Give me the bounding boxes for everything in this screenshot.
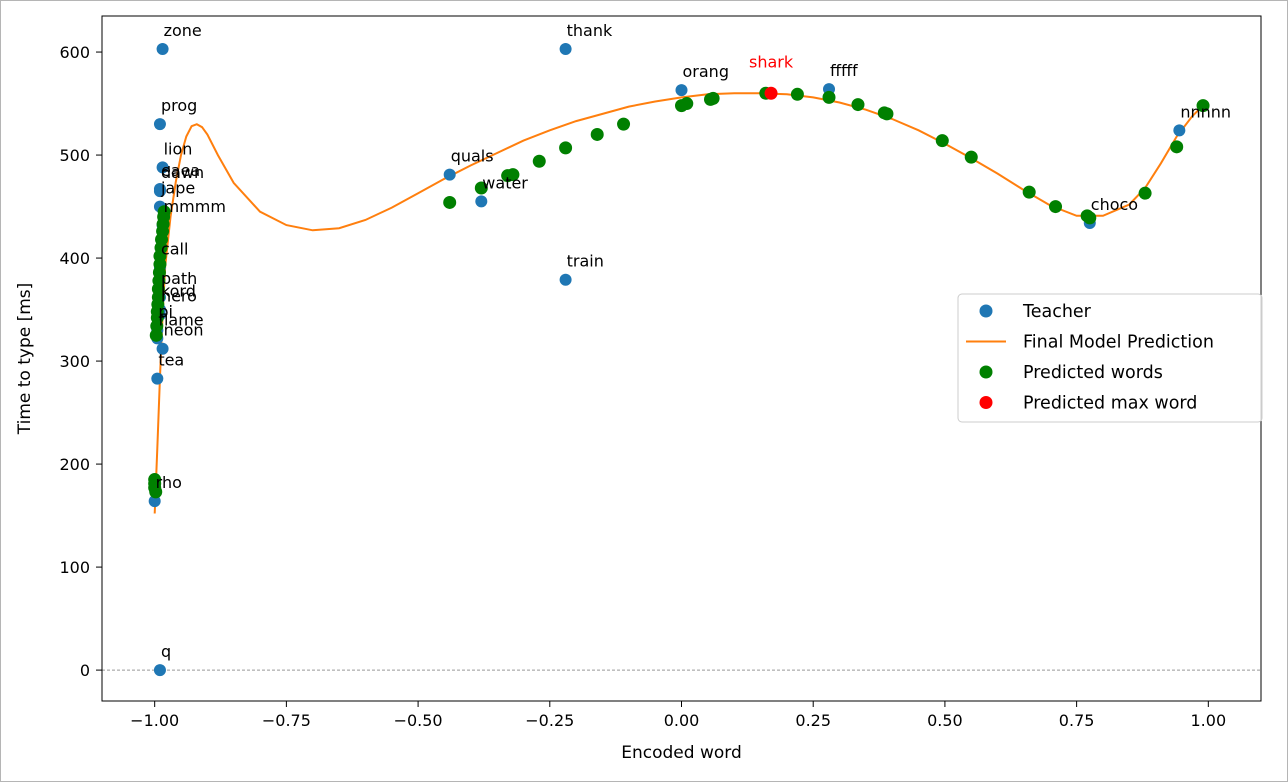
teacher-word-label: pi	[158, 302, 173, 321]
teacher-word-label: hero	[161, 287, 197, 306]
teacher-word-label: choco	[1091, 195, 1138, 214]
predicted-word-point	[617, 117, 631, 131]
predicted-max-label: shark	[749, 52, 794, 71]
teacher-word-label: zone	[164, 21, 202, 40]
teacher-point	[1173, 124, 1186, 137]
predicted-word-point	[880, 107, 894, 121]
predicted-word-point	[149, 328, 163, 342]
legend-max-marker-icon	[979, 396, 993, 409]
teacher-point	[151, 372, 164, 385]
x-tick-label: −0.75	[262, 711, 311, 730]
teacher-word-label: water	[482, 173, 528, 192]
teacher-word-label: rho	[156, 473, 182, 492]
teacher-word-label: eaea	[161, 161, 200, 180]
teacher-point	[156, 161, 169, 174]
teacher-point	[148, 495, 161, 508]
teacher-word-label: prog	[161, 96, 197, 115]
predicted-max-point	[764, 86, 778, 100]
x-tick-label: −1.00	[130, 711, 179, 730]
predicted-word-point	[1083, 211, 1097, 225]
x-tick-label: 1.00	[1191, 711, 1227, 730]
y-tick-label: 500	[59, 146, 90, 165]
teacher-point	[559, 42, 572, 55]
predicted-word-point	[1196, 99, 1210, 113]
predicted-word-point	[443, 195, 457, 209]
teacher-word-label: quals	[451, 147, 494, 166]
teacher-word-label: orang	[683, 62, 729, 81]
predicted-word-point	[559, 141, 573, 155]
legend-entry-label: Final Model Prediction	[1023, 333, 1214, 353]
teacher-word-label: path	[161, 269, 197, 288]
teacher-word-label: thank	[567, 21, 613, 40]
y-tick-label: 400	[59, 249, 90, 268]
teacher-point	[153, 118, 166, 131]
y-axis-label: Time to type [ms]	[15, 283, 35, 436]
predicted-word-point	[474, 181, 488, 195]
legend-teacher-marker-icon	[979, 304, 993, 318]
teacher-word-label: nnnnn	[1180, 102, 1231, 121]
predicted-word-point	[935, 134, 949, 148]
teacher-word-label: fffff	[830, 61, 858, 80]
y-tick-label: 300	[59, 352, 90, 371]
x-axis-label: Encoded word	[621, 743, 742, 763]
predicted-word-point	[822, 90, 836, 104]
predicted-word-point	[157, 205, 171, 219]
predicted-word-point	[1170, 140, 1184, 154]
predicted-word-point	[964, 150, 978, 164]
predicted-word-point	[1049, 200, 1063, 214]
x-tick-label: −0.50	[394, 711, 443, 730]
legend-entry-label: Teacher	[1022, 302, 1092, 322]
teacher-word-label: lion	[164, 139, 193, 158]
legend-entry-label: Predicted max word	[1023, 394, 1197, 414]
x-tick-label: 0.50	[927, 711, 963, 730]
predicted-word-point	[790, 87, 804, 101]
teacher-word-label: flame	[158, 310, 203, 329]
predicted-word-point	[590, 127, 604, 141]
teacher-word-label: call	[161, 239, 189, 258]
teacher-word-label: kord	[161, 282, 196, 301]
teacher-point	[156, 42, 169, 55]
y-tick-label: 200	[59, 455, 90, 474]
legend-entry-label: Predicted words	[1023, 363, 1163, 383]
y-tick-label: 100	[59, 558, 90, 577]
predicted-word-point	[1022, 185, 1036, 199]
teacher-word-label: neon	[164, 321, 204, 340]
teacher-point	[443, 168, 456, 181]
predicted-word-point	[680, 97, 694, 111]
predicted-word-point	[1138, 186, 1152, 200]
legend: Teacher Final Model Prediction Predicted w…	[957, 293, 1263, 423]
predicted-word-point	[149, 485, 163, 499]
teacher-point	[675, 84, 688, 97]
predicted-word-point	[506, 168, 520, 182]
legend-box	[957, 293, 1263, 423]
legend-predicted-marker-icon	[979, 365, 993, 379]
x-tick-label: 0.75	[1059, 711, 1095, 730]
teacher-word-label: dawn	[161, 163, 204, 182]
teacher-point	[559, 273, 572, 286]
teacher-word-label: tea	[158, 351, 184, 370]
predicted-word-point	[851, 98, 865, 112]
teacher-word-label: q	[161, 642, 171, 661]
teacher-word-label: jape	[160, 179, 195, 198]
predicted-word-point	[706, 91, 720, 105]
x-tick-label: −0.25	[525, 711, 574, 730]
y-tick-label: 0	[80, 661, 90, 680]
teacher-word-label: mmmm	[164, 197, 226, 216]
x-tick-label: 0.00	[664, 711, 700, 730]
x-tick-label: 0.25	[795, 711, 831, 730]
teacher-word-label: train	[567, 252, 604, 271]
teacher-point	[475, 195, 488, 208]
y-tick-label: 600	[59, 43, 90, 62]
teacher-point	[153, 664, 166, 677]
predicted-word-point	[532, 154, 546, 168]
teacher-point	[153, 183, 166, 196]
teacher-point	[156, 342, 169, 355]
